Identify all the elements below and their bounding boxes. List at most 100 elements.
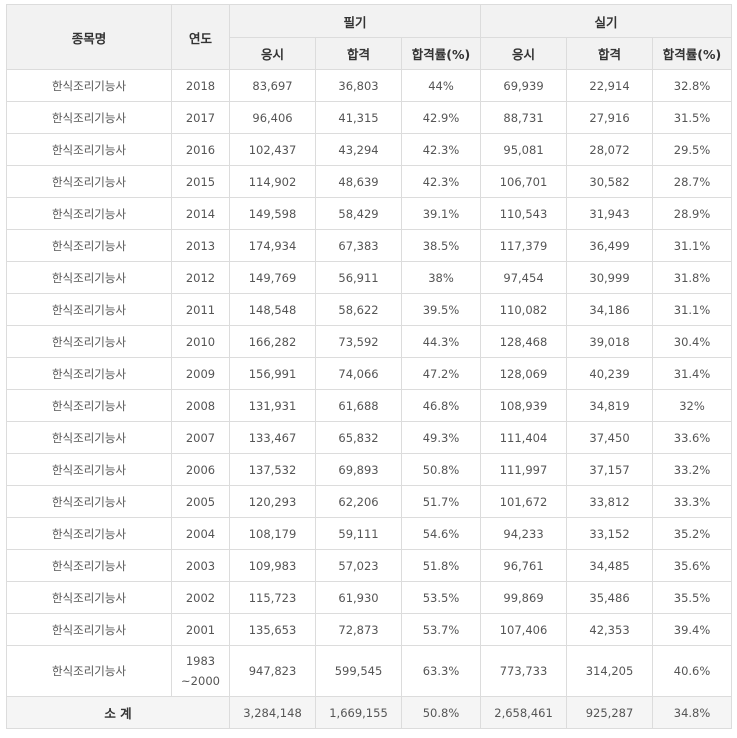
header-practical-passed: 합격 <box>566 37 654 70</box>
cell-name: 한식조리기능사 <box>6 261 172 294</box>
cell-practical-applied: 69,939 <box>480 69 568 102</box>
cell-practical-rate: 35.6% <box>652 549 733 582</box>
cell-written-applied: 137,532 <box>229 453 316 486</box>
cell-practical-passed: 36,499 <box>566 229 654 262</box>
cell-written-passed: 58,429 <box>315 197 402 230</box>
total-practical-applied: 2,658,461 <box>480 696 568 729</box>
cell-year: 2018 <box>171 69 230 102</box>
cell-practical-passed: 39,018 <box>566 325 654 358</box>
table-row: 한식조리기능사 2012 149,769 56,911 38% 97,454 30,999 3… <box>6 261 733 294</box>
cell-name: 한식조리기능사 <box>6 389 172 422</box>
cell-written-applied: 166,282 <box>229 325 316 358</box>
cell-practical-rate: 28.7% <box>652 165 733 198</box>
cell-written-passed: 48,639 <box>315 165 402 198</box>
table-row: 한식조리기능사 2006 137,532 69,893 50.8% 111,997 37,1… <box>6 453 733 486</box>
cell-name: 한식조리기능사 <box>6 101 172 134</box>
cell-practical-applied: 111,404 <box>480 421 568 454</box>
cell-written-passed: 599,545 <box>315 645 402 697</box>
cell-written-passed: 43,294 <box>315 133 402 166</box>
cell-name: 한식조리기능사 <box>6 453 172 486</box>
cell-practical-applied: 94,233 <box>480 517 568 550</box>
cell-year: 2011 <box>171 293 230 326</box>
cell-written-passed: 56,911 <box>315 261 402 294</box>
exam-statistics-table: 종목명 연도 필기 실기 응시 합격 합격률(%) 응시 합격 합격률(%) 한… <box>6 4 733 729</box>
cell-practical-applied: 95,081 <box>480 133 568 166</box>
cell-name: 한식조리기능사 <box>6 421 172 454</box>
cell-written-rate: 63.3% <box>400 645 482 697</box>
cell-written-applied: 120,293 <box>229 485 316 518</box>
table-row: 한식조리기능사 2017 96,406 41,315 42.9% 88,731 27,916… <box>6 101 733 134</box>
cell-written-passed: 57,023 <box>315 549 402 582</box>
cell-name: 한식조리기능사 <box>6 165 172 198</box>
cell-practical-applied: 110,543 <box>480 197 568 230</box>
cell-practical-passed: 33,812 <box>566 485 654 518</box>
cell-practical-applied: 99,869 <box>480 581 568 614</box>
cell-name: 한식조리기능사 <box>6 197 172 230</box>
cell-practical-rate: 35.5% <box>652 581 733 614</box>
cell-name: 한식조리기능사 <box>6 613 172 646</box>
cell-name: 한식조리기능사 <box>6 133 172 166</box>
cell-practical-passed: 22,914 <box>566 69 654 102</box>
cell-written-rate: 51.7% <box>400 485 482 518</box>
cell-written-rate: 42.9% <box>400 101 482 134</box>
cell-written-applied: 133,467 <box>229 421 316 454</box>
cell-written-applied: 149,598 <box>229 197 316 230</box>
table-row: 한식조리기능사 2009 156,991 74,066 47.2% 128,069 40,2… <box>6 357 733 390</box>
cell-written-applied: 109,983 <box>229 549 316 582</box>
cell-practical-rate: 33.3% <box>652 485 733 518</box>
cell-written-applied: 149,769 <box>229 261 316 294</box>
cell-practical-rate: 33.6% <box>652 421 733 454</box>
cell-practical-passed: 30,999 <box>566 261 654 294</box>
cell-written-rate: 51.8% <box>400 549 482 582</box>
cell-practical-applied: 106,701 <box>480 165 568 198</box>
cell-written-passed: 41,315 <box>315 101 402 134</box>
cell-name: 한식조리기능사 <box>6 517 172 550</box>
cell-practical-rate: 28.9% <box>652 197 733 230</box>
table-row: 한식조리기능사 2002 115,723 61,930 53.5% 99,869 35,48… <box>6 581 733 614</box>
header-practical-rate: 합격률(%) <box>652 37 733 70</box>
table-row: 한식조리기능사 2004 108,179 59,111 54.6% 94,233 33,15… <box>6 517 733 550</box>
cell-practical-applied: 128,069 <box>480 357 568 390</box>
cell-name: 한식조리기능사 <box>6 229 172 262</box>
table-row: 한식조리기능사 2007 133,467 65,832 49.3% 111,404 37,4… <box>6 421 733 454</box>
cell-name: 한식조리기능사 <box>6 325 172 358</box>
cell-name: 한식조리기능사 <box>6 645 172 697</box>
table-row-total: 소 계 3,284,148 1,669,155 50.8% 2,658,461 … <box>6 696 733 729</box>
cell-written-applied: 96,406 <box>229 101 316 134</box>
cell-written-applied: 156,991 <box>229 357 316 390</box>
header-written: 필기 <box>228 4 482 38</box>
cell-practical-applied: 110,082 <box>480 293 568 326</box>
total-practical-rate: 34.8% <box>652 696 733 729</box>
cell-practical-rate: 35.2% <box>652 517 733 550</box>
cell-written-passed: 59,111 <box>315 517 402 550</box>
table-row: 한식조리기능사 2010 166,282 73,592 44.3% 128,468 39,0… <box>6 325 733 358</box>
cell-written-passed: 74,066 <box>315 357 402 390</box>
cell-practical-applied: 88,731 <box>480 101 568 134</box>
cell-year: 2003 <box>171 549 230 582</box>
cell-written-rate: 44% <box>400 69 482 102</box>
cell-written-passed: 65,832 <box>315 421 402 454</box>
table-row: 한식조리기능사 2003 109,983 57,023 51.8% 96,761 34,48… <box>6 549 733 582</box>
cell-year: 2017 <box>171 101 230 134</box>
cell-name: 한식조리기능사 <box>6 357 172 390</box>
header-subject: 종목명 <box>6 4 172 70</box>
cell-written-passed: 61,688 <box>315 389 402 422</box>
cell-written-applied: 115,723 <box>229 581 316 614</box>
cell-written-rate: 54.6% <box>400 517 482 550</box>
total-written-applied: 3,284,148 <box>229 696 316 729</box>
cell-practical-passed: 31,943 <box>566 197 654 230</box>
cell-written-rate: 49.3% <box>400 421 482 454</box>
cell-year: 2008 <box>171 389 230 422</box>
cell-practical-passed: 35,486 <box>566 581 654 614</box>
cell-written-applied: 83,697 <box>229 69 316 102</box>
cell-written-passed: 67,383 <box>315 229 402 262</box>
cell-practical-applied: 101,672 <box>480 485 568 518</box>
cell-year: 2001 <box>171 613 230 646</box>
cell-name: 한식조리기능사 <box>6 485 172 518</box>
cell-year: 2002 <box>171 581 230 614</box>
cell-written-applied: 108,179 <box>229 517 316 550</box>
cell-written-applied: 947,823 <box>229 645 316 697</box>
cell-written-rate: 38% <box>400 261 482 294</box>
cell-practical-applied: 773,733 <box>480 645 568 697</box>
cell-practical-rate: 31.4% <box>652 357 733 390</box>
